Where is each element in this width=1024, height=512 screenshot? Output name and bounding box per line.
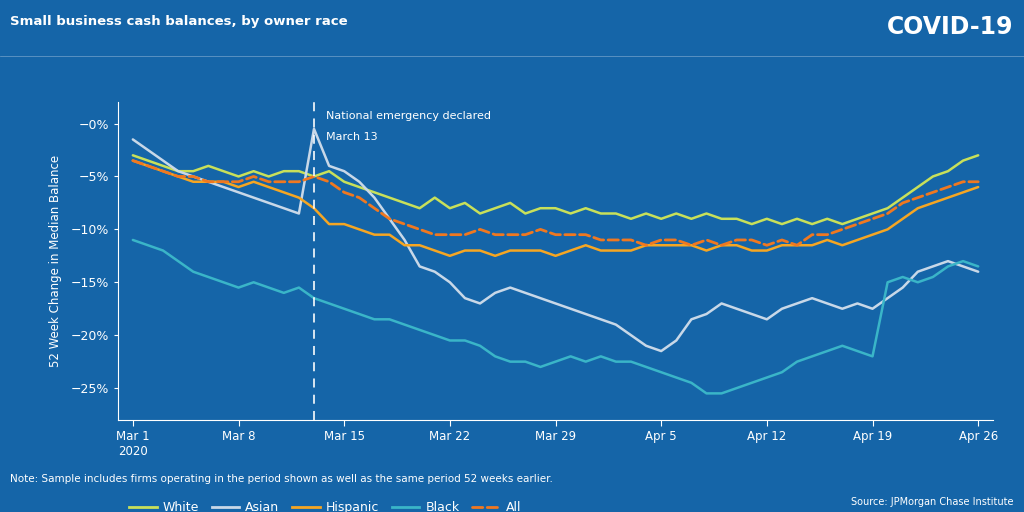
Text: March 13: March 13: [326, 132, 378, 142]
Text: COVID-19: COVID-19: [887, 15, 1014, 39]
Text: Note: Sample includes firms operating in the period shown as well as the same pe: Note: Sample includes firms operating in…: [10, 474, 553, 484]
Y-axis label: 52 Week Change in Median Balance: 52 Week Change in Median Balance: [49, 155, 62, 367]
Text: Small business cash balances, by owner race: Small business cash balances, by owner r…: [10, 15, 348, 28]
Text: National emergency declared: National emergency declared: [326, 111, 492, 121]
Legend: White, Asian, Hispanic, Black, All: White, Asian, Hispanic, Black, All: [124, 496, 526, 512]
Text: Source: JPMorgan Chase Institute: Source: JPMorgan Chase Institute: [851, 497, 1014, 507]
